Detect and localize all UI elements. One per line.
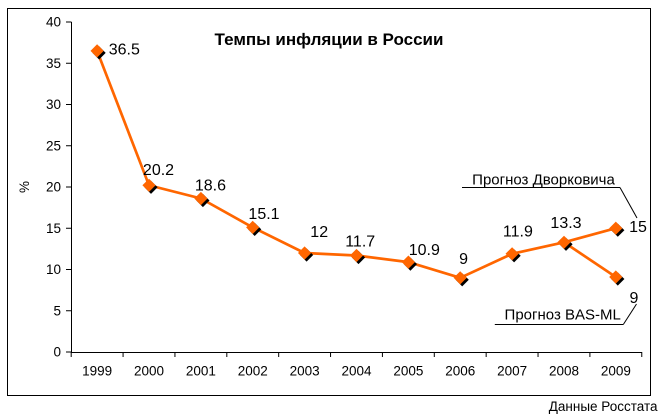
svg-text:Темпы инфляции в России: Темпы инфляции в России xyxy=(215,30,444,49)
svg-text:9: 9 xyxy=(630,290,639,307)
svg-text:9: 9 xyxy=(459,251,468,268)
svg-text:5: 5 xyxy=(53,303,61,318)
svg-text:1999: 1999 xyxy=(82,364,112,379)
svg-text:2004: 2004 xyxy=(341,364,372,379)
svg-text:10.9: 10.9 xyxy=(409,242,440,259)
svg-text:15.1: 15.1 xyxy=(248,206,279,223)
svg-text:35: 35 xyxy=(46,56,61,71)
svg-text:20.2: 20.2 xyxy=(143,162,174,179)
svg-text:2001: 2001 xyxy=(186,364,216,379)
svg-text:2009: 2009 xyxy=(601,364,631,379)
svg-text:2005: 2005 xyxy=(393,364,423,379)
svg-text:2002: 2002 xyxy=(238,364,268,379)
svg-text:2000: 2000 xyxy=(134,364,164,379)
svg-text:15: 15 xyxy=(46,221,61,236)
svg-text:10: 10 xyxy=(46,262,61,277)
svg-text:Данные Росстата: Данные Росстата xyxy=(549,399,658,414)
svg-text:12: 12 xyxy=(310,224,328,241)
svg-text:13.3: 13.3 xyxy=(550,215,581,232)
svg-text:2007: 2007 xyxy=(497,364,527,379)
svg-text:20: 20 xyxy=(46,180,61,195)
svg-text:11.9: 11.9 xyxy=(503,224,533,241)
svg-text:25: 25 xyxy=(46,138,61,153)
svg-text:Прогноз BAS-ML: Прогноз BAS-ML xyxy=(505,307,621,324)
svg-text:0: 0 xyxy=(53,345,61,360)
svg-text:15: 15 xyxy=(629,219,647,236)
svg-text:18.6: 18.6 xyxy=(195,178,226,195)
svg-text:Прогноз Дворковича: Прогноз Дворковича xyxy=(472,172,615,189)
svg-text:2006: 2006 xyxy=(445,364,475,379)
svg-text:30: 30 xyxy=(46,97,61,112)
svg-text:%: % xyxy=(17,181,32,193)
svg-text:11.7: 11.7 xyxy=(345,234,375,251)
svg-text:2008: 2008 xyxy=(549,364,579,379)
svg-text:36.5: 36.5 xyxy=(109,41,140,58)
svg-text:2003: 2003 xyxy=(290,364,320,379)
svg-text:40: 40 xyxy=(46,15,61,30)
